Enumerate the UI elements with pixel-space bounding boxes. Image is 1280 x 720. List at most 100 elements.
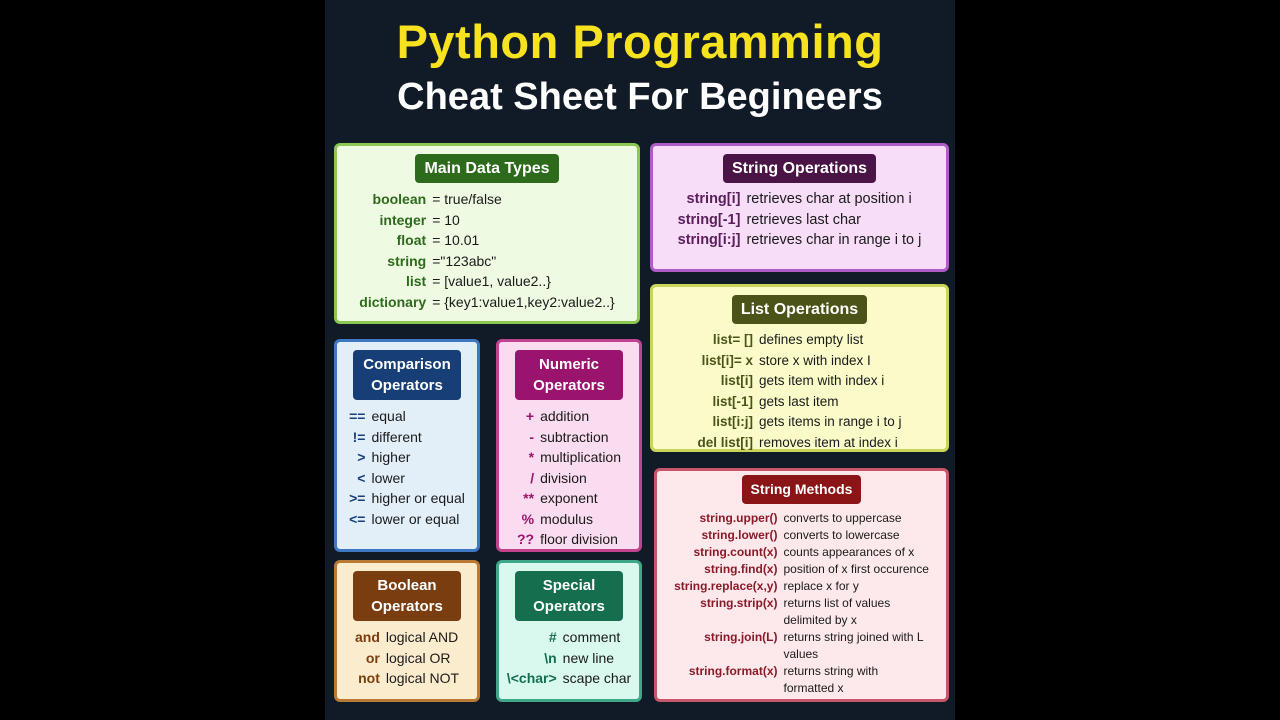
syntax-keyword bbox=[674, 646, 783, 663]
list-operations-card: List Operations list= [] defines empty lis… bbox=[650, 284, 949, 452]
list-item: string.lower() converts to lowercase bbox=[674, 527, 929, 544]
list-item: / division bbox=[517, 468, 621, 489]
list-item: string.format(x) returns string with bbox=[674, 663, 929, 680]
description: logical NOT bbox=[385, 670, 460, 686]
list-item: * multiplication bbox=[517, 447, 621, 468]
list-item: not logical NOT bbox=[355, 668, 459, 689]
list-item: string.replace(x,y) replace x for y bbox=[674, 578, 929, 595]
list-item: list[i:j] gets items in range i to j bbox=[697, 412, 901, 433]
description: gets item with index i bbox=[758, 373, 885, 388]
syntax-keyword: string.strip(x) bbox=[700, 596, 778, 610]
syntax-keyword: float bbox=[396, 232, 427, 248]
syntax-keyword: < bbox=[357, 469, 366, 486]
syntax-keyword: + bbox=[525, 408, 535, 424]
list-item: formatted x bbox=[674, 680, 929, 697]
syntax-keyword: not bbox=[358, 670, 380, 686]
numeric-operators-list: + addition - subtraction * multiplication / div… bbox=[517, 406, 621, 550]
description: higher or equal bbox=[371, 490, 465, 506]
description: retrieves char at position i bbox=[746, 191, 912, 207]
syntax-keyword: dictionary bbox=[359, 293, 427, 310]
list-item: string.strip(x) returns list of values bbox=[674, 595, 929, 612]
description: logical AND bbox=[385, 629, 459, 645]
main-data-types-card: Main Data Types boolean = true/false intege… bbox=[334, 143, 640, 324]
description: returns string joined with L bbox=[783, 630, 924, 644]
string-operations-heading: String Operations bbox=[722, 154, 877, 183]
syntax-keyword: list[i:j] bbox=[712, 414, 753, 429]
syntax-keyword: * bbox=[528, 449, 535, 465]
string-operations-list: string[i] retrieves char at position i str… bbox=[678, 189, 922, 251]
description: scape char bbox=[562, 670, 632, 686]
description: retrieves last char bbox=[746, 211, 861, 228]
description: gets items in range i to j bbox=[758, 414, 902, 429]
syntax-keyword: string.join(L) bbox=[704, 630, 778, 644]
list-item: - subtraction bbox=[517, 427, 621, 448]
syntax-keyword: and bbox=[354, 629, 380, 645]
list-item: delimited by x bbox=[674, 612, 929, 629]
list-item: list[-1] gets last item bbox=[697, 392, 901, 413]
syntax-keyword: string.find(x) bbox=[704, 562, 778, 576]
description: comment bbox=[562, 629, 621, 645]
syntax-keyword: # bbox=[548, 629, 557, 645]
description: formatted x bbox=[783, 681, 844, 695]
list-item: <= lower or equal bbox=[349, 509, 465, 530]
description: modulus bbox=[540, 510, 593, 527]
list-item: values bbox=[674, 646, 929, 663]
description: returns list of values bbox=[783, 596, 891, 610]
description: ="123abc" bbox=[432, 252, 497, 269]
syntax-keyword: string[-1] bbox=[677, 211, 741, 228]
syntax-keyword bbox=[674, 612, 783, 629]
description: different bbox=[371, 428, 422, 445]
description: logical OR bbox=[385, 649, 451, 666]
syntax-keyword: or bbox=[365, 649, 380, 666]
description: converts to uppercase bbox=[783, 511, 902, 525]
numeric-operators-card: Numeric Operators + addition - subtraction * m… bbox=[496, 339, 642, 552]
description: addition bbox=[540, 408, 590, 424]
description: = true/false bbox=[432, 191, 502, 207]
list-item: \<char> scape char bbox=[507, 668, 631, 689]
comparison-operators-list: == equal != different > higher < lower >= higher … bbox=[349, 406, 465, 529]
string-methods-card: String Methods string.upper() converts to … bbox=[654, 468, 949, 702]
list-item: boolean = true/false bbox=[359, 189, 614, 210]
list-item: list[i]= x store x with index I bbox=[697, 351, 901, 372]
cheat-sheet-poster: Python Programming Cheat Sheet For Begin… bbox=[325, 0, 955, 720]
syntax-keyword: list= [] bbox=[712, 332, 753, 347]
syntax-keyword: > bbox=[357, 449, 366, 465]
description: removes item at index i bbox=[758, 434, 898, 450]
description: gets last item bbox=[758, 393, 839, 409]
list-item: list = [value1, value2..} bbox=[359, 271, 614, 292]
description: floor division bbox=[540, 531, 618, 547]
list-item: float = 10.01 bbox=[359, 230, 614, 251]
syntax-keyword: string.lower() bbox=[701, 528, 778, 542]
list-item: ** exponent bbox=[517, 488, 621, 509]
syntax-keyword: ?? bbox=[516, 531, 535, 547]
syntax-keyword: - bbox=[529, 428, 535, 445]
list-item: string.join(L) returns string joined with… bbox=[674, 629, 929, 646]
comparison-operators-card: Comparison Operators == equal != different > h… bbox=[334, 339, 480, 552]
special-operators-heading: Special Operators bbox=[515, 571, 623, 621]
syntax-keyword: del list[i] bbox=[697, 434, 753, 450]
syntax-keyword: string.count(x) bbox=[693, 545, 778, 559]
special-operators-list: # comment \n new line \<char> scape char bbox=[507, 627, 631, 689]
list-item: string[-1] retrieves last char bbox=[678, 210, 922, 231]
syntax-keyword: >= bbox=[349, 490, 366, 506]
syntax-keyword: \n bbox=[544, 649, 557, 666]
syntax-keyword: string.format(x) bbox=[688, 664, 778, 678]
description: exponent bbox=[540, 490, 598, 506]
description: = 10 bbox=[432, 211, 460, 228]
boolean-operators-heading: Boolean Operators bbox=[353, 571, 461, 621]
syntax-keyword: list[i] bbox=[720, 373, 753, 388]
description: lower bbox=[371, 469, 405, 486]
list-item: % modulus bbox=[517, 509, 621, 530]
description: = {key1:value1,key2:value2..} bbox=[432, 293, 615, 310]
description: equal bbox=[371, 408, 406, 424]
description: new line bbox=[562, 649, 615, 666]
list-item: dictionary = {key1:value1,key2:value2..} bbox=[359, 292, 614, 313]
syntax-keyword: != bbox=[352, 428, 366, 445]
syntax-keyword: % bbox=[521, 510, 535, 527]
description: defines empty list bbox=[758, 332, 864, 347]
syntax-keyword: string[i:j] bbox=[677, 232, 741, 248]
string-methods-list: string.upper() converts to uppercase strin… bbox=[674, 510, 929, 697]
description: multiplication bbox=[540, 449, 622, 465]
list-item: and logical AND bbox=[355, 627, 459, 648]
syntax-keyword: string.upper() bbox=[699, 511, 778, 525]
